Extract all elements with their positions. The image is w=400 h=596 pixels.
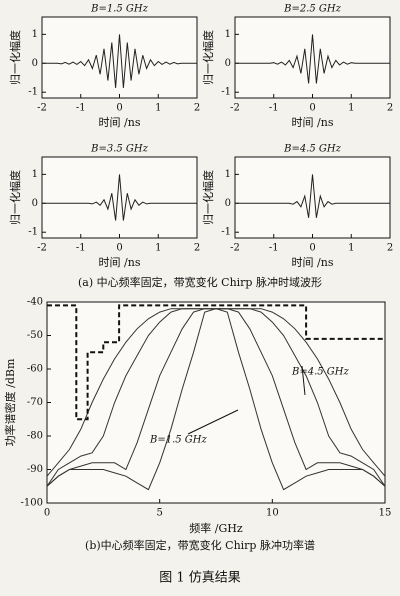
x-axis-label: 时间 /ns [292,256,334,269]
subplot-title: B=2.5 GHz [283,4,342,15]
y-tick-label: 1 [225,169,231,180]
x-tick-label: -2 [230,103,240,114]
mask-line [47,304,385,421]
x-tick-label: 0 [116,243,122,254]
figure-caption: 图 1 仿真结果 [159,571,241,586]
plot-frame [46,301,386,504]
y-tick-label: -60 [27,364,43,375]
y-tick-label: -1 [28,227,38,238]
signal-line [235,34,390,84]
y-tick-label: 1 [32,169,38,180]
subplot-title: B=1.5 GHz [90,4,149,15]
plot-frame [41,156,198,239]
y-tick-label: 0 [225,58,231,69]
y-axis-label: 功率谱密度 /dBm [3,358,17,446]
y-tick-label: 1 [32,29,38,40]
y-tick-label: -90 [27,464,43,475]
x-tick-label: 0 [309,103,315,114]
y-tick-label: -1 [28,87,38,98]
y-tick-label: 0 [225,198,231,209]
x-axis-label: 时间 /ns [99,256,141,269]
y-tick-label: -1 [221,227,231,238]
x-tick-label: -1 [269,243,279,254]
y-axis-label: 归一化幅度 [201,170,215,225]
y-tick-label: -100 [21,498,43,509]
x-tick-label: -2 [37,243,47,254]
x-axis-label: 时间 /ns [292,116,334,129]
x-tick-label: 1 [155,103,161,114]
x-tick-label: 2 [387,243,393,254]
annotation: B=4.5 GHz [291,367,350,378]
y-tick-label: -50 [27,330,43,341]
signal-line [42,34,197,88]
y-tick-label: -1 [221,87,231,98]
annotation-arrow [187,409,239,435]
plot-frame [234,156,391,239]
y-axis-label: 归一化幅度 [8,30,22,85]
x-tick-label: -1 [269,103,279,114]
caption-a: (a) 中心频率固定，带宽变化 Chirp 脉冲时域波形 [78,275,322,289]
x-tick-label: 1 [348,243,354,254]
x-tick-label: 2 [387,103,393,114]
x-axis-label: 频率 /GHz [189,521,243,535]
annotation: B=1.5 GHz [149,435,208,446]
subplot-title: B=4.5 GHz [283,144,342,155]
caption-b: (b)中心频率固定，带宽变化 Chirp 脉冲功率谱 [85,538,315,552]
y-tick-label: -40 [27,297,43,308]
x-tick-label: 0 [309,243,315,254]
signal-line [42,174,197,221]
y-tick-label: 1 [225,29,231,40]
x-tick-label: 1 [155,243,161,254]
x-tick-label: 2 [194,103,200,114]
signal-line [235,174,390,218]
x-axis-label: 时间 /ns [99,116,141,129]
x-tick-label: 10 [266,508,279,519]
y-tick-label: -80 [27,431,43,442]
x-tick-label: 2 [194,243,200,254]
signal-line [46,308,386,477]
x-tick-label: 0 [116,103,122,114]
y-tick-label: 0 [32,58,38,69]
x-tick-label: 1 [348,103,354,114]
x-tick-label: -1 [76,103,86,114]
x-tick-label: -2 [230,243,240,254]
x-tick-label: -2 [37,103,47,114]
y-axis-label: 归一化幅度 [8,170,22,225]
plot-frame [234,16,391,99]
y-tick-label: 0 [32,198,38,209]
annotation-arrow [301,365,306,396]
y-axis-label: 归一化幅度 [201,30,215,85]
x-tick-label: -1 [76,243,86,254]
plot-frame [41,16,198,99]
x-tick-label: 0 [44,508,50,519]
subplot-title: B=3.5 GHz [90,144,149,155]
y-tick-label: -70 [27,397,43,408]
x-tick-label: 5 [156,508,162,519]
x-tick-label: 15 [379,508,392,519]
